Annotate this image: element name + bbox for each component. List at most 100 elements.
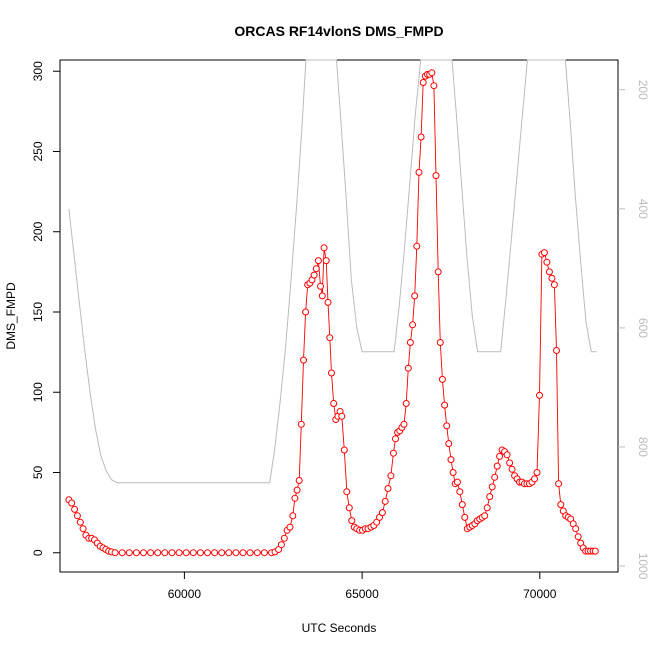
data-point bbox=[447, 456, 455, 464]
data-point bbox=[461, 513, 469, 521]
data-point bbox=[218, 549, 226, 557]
data-point bbox=[286, 523, 294, 531]
data-point bbox=[118, 549, 126, 557]
data-point bbox=[322, 257, 330, 265]
plot-frame bbox=[59, 59, 619, 573]
y-tick-label: 300 bbox=[31, 61, 45, 81]
data-point bbox=[449, 469, 457, 476]
x-tick-label: 65000 bbox=[345, 587, 379, 601]
data-point bbox=[161, 549, 169, 557]
data-point bbox=[338, 412, 346, 420]
data-point bbox=[79, 525, 87, 533]
data-point bbox=[277, 541, 285, 549]
data-point bbox=[330, 400, 338, 407]
y-axis: 0 50 100 150 200 250 300 bbox=[31, 61, 60, 556]
data-point bbox=[409, 321, 417, 329]
data-point bbox=[572, 525, 580, 533]
data-point bbox=[280, 534, 288, 542]
data-point bbox=[125, 549, 133, 557]
data-point bbox=[320, 244, 328, 252]
data-point bbox=[456, 488, 464, 496]
data-point bbox=[503, 451, 511, 459]
data-point bbox=[387, 472, 395, 480]
data-point bbox=[196, 549, 204, 557]
data-point bbox=[545, 268, 553, 276]
secondary-series-path bbox=[68, 59, 597, 484]
data-point bbox=[312, 265, 320, 273]
data-point bbox=[76, 518, 84, 526]
data-point bbox=[297, 420, 305, 428]
data-point bbox=[441, 401, 449, 409]
data-point bbox=[443, 422, 451, 430]
data-point bbox=[132, 549, 140, 557]
data-point bbox=[486, 493, 494, 501]
y2-tick-label: 600 bbox=[636, 318, 650, 338]
x-tick-label: 60000 bbox=[168, 587, 202, 601]
data-point bbox=[411, 292, 419, 300]
data-point bbox=[384, 485, 392, 492]
data-point bbox=[345, 504, 353, 512]
data-point bbox=[591, 547, 599, 555]
data-point bbox=[483, 504, 491, 512]
y-tick-label: 150 bbox=[31, 302, 45, 322]
data-point bbox=[548, 274, 556, 282]
data-point bbox=[536, 391, 543, 399]
data-point bbox=[419, 79, 427, 86]
data-point bbox=[481, 512, 489, 520]
y-tick-label: 250 bbox=[31, 141, 45, 161]
data-point bbox=[392, 435, 399, 443]
data-point bbox=[147, 549, 155, 557]
data-point bbox=[253, 549, 261, 557]
data-point bbox=[314, 257, 322, 265]
data-point bbox=[310, 271, 318, 279]
chart-title: ORCAS RF14vlonS DMS_FMPD bbox=[234, 23, 443, 39]
data-point bbox=[111, 549, 119, 557]
data-point bbox=[295, 477, 303, 484]
data-point bbox=[182, 549, 190, 557]
data-point bbox=[550, 281, 558, 289]
data-point bbox=[291, 494, 299, 502]
data-point bbox=[413, 242, 421, 250]
data-point bbox=[343, 488, 351, 496]
data-point bbox=[225, 549, 233, 557]
data-point bbox=[175, 549, 183, 557]
data-point bbox=[260, 549, 268, 557]
x-axis: 60000 65000 70000 bbox=[168, 572, 557, 601]
y2-tick-label: 200 bbox=[636, 80, 650, 100]
data-point bbox=[493, 462, 501, 470]
data-point bbox=[317, 282, 324, 290]
x-tick-label: 70000 bbox=[523, 587, 557, 601]
data-point bbox=[293, 486, 301, 494]
data-point bbox=[438, 375, 446, 383]
data-point bbox=[496, 452, 504, 460]
data-point bbox=[326, 334, 334, 342]
y2-tick-label: 1000 bbox=[636, 553, 650, 580]
data-point bbox=[154, 549, 162, 557]
data-point bbox=[289, 512, 297, 520]
data-point bbox=[428, 69, 436, 77]
data-point bbox=[232, 549, 240, 557]
data-point bbox=[417, 133, 425, 141]
secondary-series-line bbox=[68, 59, 597, 484]
data-point bbox=[553, 347, 560, 354]
data-point bbox=[300, 356, 307, 364]
data-point bbox=[574, 533, 582, 541]
y-tick-label: 200 bbox=[31, 221, 45, 241]
data-point bbox=[189, 549, 197, 557]
data-point bbox=[302, 308, 310, 316]
data-point bbox=[531, 475, 538, 483]
data-point bbox=[68, 499, 76, 507]
data-point bbox=[246, 549, 254, 557]
y-tick-label: 100 bbox=[31, 382, 45, 402]
data-point bbox=[328, 369, 335, 377]
data-point bbox=[389, 449, 397, 457]
data-point bbox=[488, 483, 496, 491]
x-axis-label: UTC Seconds bbox=[302, 621, 377, 635]
data-point bbox=[458, 501, 466, 509]
data-point bbox=[73, 512, 81, 520]
data-point bbox=[434, 268, 442, 276]
data-point bbox=[406, 339, 414, 346]
y-tick-label: 0 bbox=[31, 549, 45, 556]
data-point bbox=[71, 505, 79, 513]
data-point bbox=[340, 446, 348, 454]
